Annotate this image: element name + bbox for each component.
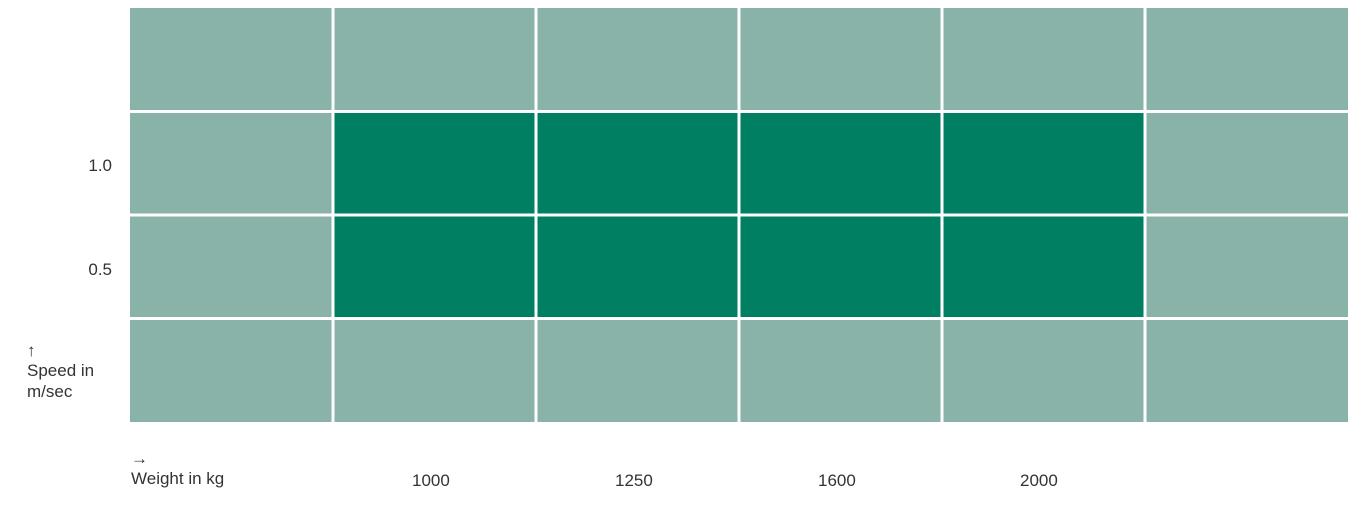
heatmap-cell-r1-c2 (537, 113, 738, 214)
heatmap-cell-r2-c2 (537, 216, 738, 317)
y-axis-label: Speed in m/sec (27, 361, 95, 401)
heatmap-cell-r1-c1 (334, 113, 535, 214)
heatmap-cell-r3-c1 (334, 320, 535, 422)
y-axis-title: ↑ Speed in m/sec (27, 342, 127, 402)
heatmap-cell-r2-c5 (1146, 216, 1348, 317)
x-tick-label-3: 1600 (818, 471, 856, 490)
x-tick-label-1: 1000 (412, 471, 450, 490)
x-tick-label-4: 2000 (1020, 471, 1058, 490)
heatmap-cell-r2-c0 (130, 216, 332, 317)
heatmap-cell-r0-c1 (334, 8, 535, 110)
heatmap-cell-r0-c4 (943, 8, 1144, 110)
heatmap-cell-r3-c5 (1146, 320, 1348, 422)
heatmap-cell-r1-c3 (740, 113, 941, 214)
heatmap-cell-r2-c4 (943, 216, 1144, 317)
y-tick-label-1: 1.0 (88, 156, 112, 175)
x-axis-title: → Weight in kg (131, 450, 231, 489)
heatmap-cell-r0-c5 (1146, 8, 1348, 110)
heatmap-cell-r0-c3 (740, 8, 941, 110)
heatmap-cell-r0-c0 (130, 8, 332, 110)
x-axis-label: Weight in kg (131, 469, 225, 488)
heatmap-cell-r2-c3 (740, 216, 941, 317)
heatmap-cell-r0-c2 (537, 8, 738, 110)
heatmap-cell-r1-c5 (1146, 113, 1348, 214)
y-tick-label-2: 0.5 (88, 260, 112, 279)
heatmap-cell-r1-c0 (130, 113, 332, 214)
heatmap-cell-r3-c4 (943, 320, 1144, 422)
heatmap-cell-r2-c1 (334, 216, 535, 317)
x-tick-label-2: 1250 (615, 471, 653, 490)
heatmap-cell-r3-c3 (740, 320, 941, 422)
heatmap-cell-r3-c0 (130, 320, 332, 422)
up-arrow-icon: ↑ (27, 341, 36, 360)
heatmap-cell-r1-c4 (943, 113, 1144, 214)
right-arrow-icon: → (131, 449, 148, 468)
heatmap-cell-r3-c2 (537, 320, 738, 422)
